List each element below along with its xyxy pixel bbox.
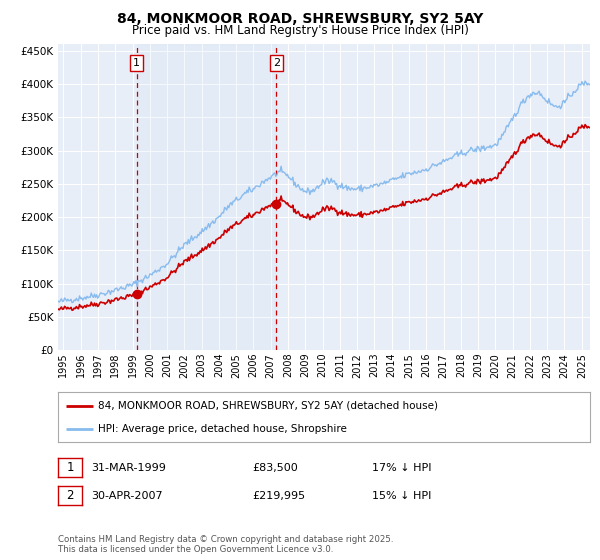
Text: £83,500: £83,500 [252,463,298,473]
Text: 2: 2 [67,489,74,502]
Text: 84, MONKMOOR ROAD, SHREWSBURY, SY2 5AY (detached house): 84, MONKMOOR ROAD, SHREWSBURY, SY2 5AY (… [98,400,438,410]
Text: 84, MONKMOOR ROAD, SHREWSBURY, SY2 5AY: 84, MONKMOOR ROAD, SHREWSBURY, SY2 5AY [117,12,483,26]
Text: 1: 1 [133,58,140,68]
Text: 1: 1 [67,461,74,474]
Text: HPI: Average price, detached house, Shropshire: HPI: Average price, detached house, Shro… [98,424,347,434]
Bar [137,44,277,350]
Text: 31-MAR-1999: 31-MAR-1999 [91,463,166,473]
Text: Price paid vs. HM Land Registry's House Price Index (HPI): Price paid vs. HM Land Registry's House … [131,24,469,36]
Text: 2: 2 [273,58,280,68]
Text: £219,995: £219,995 [252,491,305,501]
Text: Contains HM Land Registry data © Crown copyright and database right 2025.
This d: Contains HM Land Registry data © Crown c… [58,535,394,554]
Text: 30-APR-2007: 30-APR-2007 [91,491,163,501]
Text: 15% ↓ HPI: 15% ↓ HPI [372,491,431,501]
Text: 17% ↓ HPI: 17% ↓ HPI [372,463,431,473]
